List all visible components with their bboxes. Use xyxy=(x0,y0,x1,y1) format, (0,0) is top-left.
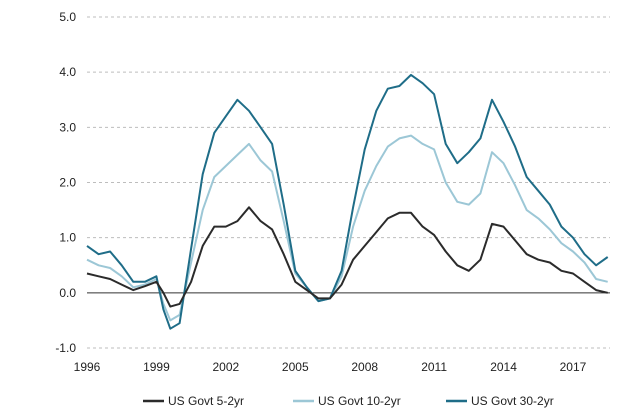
x-tick-label: 1999 xyxy=(143,360,170,374)
y-tick-label: 2.0 xyxy=(59,176,76,190)
legend-10-2yr: US Govt 10-2yr xyxy=(293,394,401,408)
series-line-30-2yr xyxy=(86,73,609,330)
legend-30-2yr: US Govt 30-2yr xyxy=(446,394,554,408)
legend-5-2yr: US Govt 5-2yr xyxy=(143,394,244,408)
y-tick-label: 4.0 xyxy=(59,65,76,79)
series-line-10-2yr xyxy=(86,134,608,322)
y-axis-ticks: -1.0 0.0 1.0 2.0 3.0 4.0 5.0 xyxy=(55,10,76,355)
y-tick-label: 1.0 xyxy=(59,231,76,245)
series-line-5-2yr xyxy=(86,206,608,308)
y-tick-label: 3.0 xyxy=(59,120,76,134)
x-tick-label: 2002 xyxy=(212,360,239,374)
x-tick-label: 2017 xyxy=(560,360,587,374)
legend-label: US Govt 5-2yr xyxy=(168,394,244,408)
legend-label: US Govt 10-2yr xyxy=(318,394,401,408)
x-tick-label: 1996 xyxy=(74,360,101,374)
legend-label: US Govt 30-2yr xyxy=(471,394,554,408)
x-tick-label: 2011 xyxy=(421,360,447,374)
x-tick-label: 2005 xyxy=(282,360,309,374)
y-tick-label: 5.0 xyxy=(59,10,76,24)
y-tick-label: 0.0 xyxy=(59,286,76,300)
x-tick-label: 2008 xyxy=(351,360,378,374)
series-lines xyxy=(86,73,609,330)
x-axis-ticks: 1996 1999 2002 2005 2008 2011 2014 2017 xyxy=(74,360,587,374)
x-tick-label: 2014 xyxy=(490,360,517,374)
legend: US Govt 5-2yr US Govt 10-2yr US Govt 30-2y… xyxy=(143,394,554,408)
y-tick-label: -1.0 xyxy=(55,341,76,355)
